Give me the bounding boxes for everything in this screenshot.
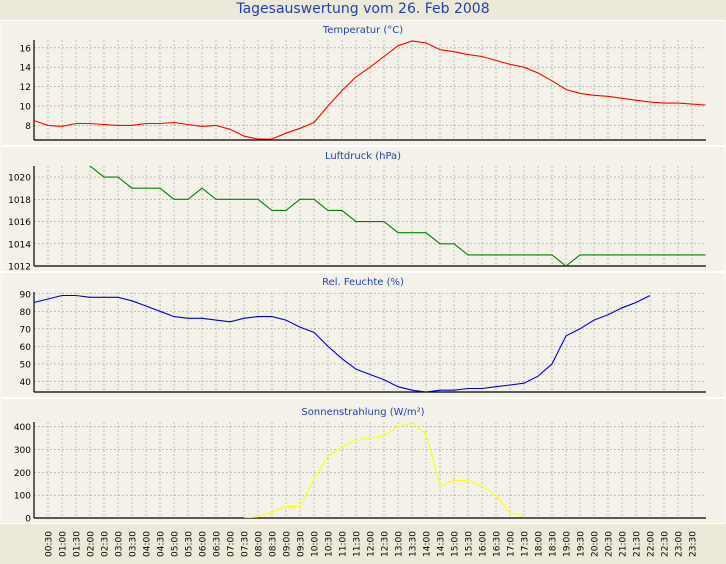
x-tick-label: 15:00 [451,531,461,557]
y-tick-label: 1020 [8,174,31,184]
y-tick-label: 1018 [8,196,31,206]
x-tick-label: 16:00 [479,531,489,557]
chart-title: Sonnenstrahlung (W/m²) [301,407,424,418]
x-tick-label: 05:30 [185,531,195,557]
x-tick-label: 19:00 [563,531,573,557]
x-tick-labels: 00:30 01:00 01:30 02:00 02:30 03:00 03:30 04:00… [45,531,699,557]
x-tick-label: 02:00 [87,531,97,557]
x-tick-label: 14:30 [437,531,447,557]
x-tick-label: 11:30 [353,531,363,557]
y-tick-label: 0 [25,515,31,525]
x-tick-label: 02:30 [101,531,111,557]
x-tick-label: 01:30 [73,531,83,557]
y-tick-label: 80 [20,308,32,318]
x-tick-label: 23:00 [675,531,685,557]
y-tick-label: 100 [14,492,31,502]
chart-title: Temperatur (°C) [322,25,403,36]
series-line [34,40,706,140]
x-tick-label: 08:30 [269,531,279,557]
x-tick-label: 08:00 [255,531,265,557]
x-tick-label: 21:30 [633,531,643,557]
x-tick-label: 01:00 [59,531,69,557]
x-tick-label: 21:00 [619,531,629,557]
x-tick-label: 05:00 [171,531,181,557]
x-tick-label: 06:00 [199,531,209,557]
x-tick-label: 17:30 [521,531,531,557]
main-title: Tagesauswertung vom 26. Feb 2008 [236,1,490,17]
series-line [243,422,525,518]
y-tick-label: 40 [20,378,32,388]
y-tick-label: 10 [20,103,32,113]
x-tick-label: 14:00 [423,531,433,557]
y-tick-label: 14 [20,64,32,74]
y-tick-label: 1014 [8,240,31,250]
x-tick-label: 16:30 [493,531,503,557]
x-tick-label: 07:00 [227,531,237,557]
x-tick-label: 11:00 [339,531,349,557]
x-tick-label: 20:00 [591,531,601,557]
x-tick-label: 10:30 [325,531,335,557]
x-tick-label: 12:30 [381,531,391,557]
x-tick-label: 22:30 [661,531,671,557]
x-tick-label: 13:30 [409,531,419,557]
x-tick-label: 03:00 [115,531,125,557]
x-tick-label: 06:30 [213,531,223,557]
y-tick-label: 1012 [8,263,31,273]
y-tick-label: 200 [14,469,31,479]
x-tick-label: 15:30 [465,531,475,557]
x-tick-label: 22:00 [647,531,657,557]
x-tick-label: 00:30 [45,531,55,557]
x-tick-label: 09:30 [297,531,307,557]
x-tick-label: 12:00 [367,531,377,557]
series-line [34,294,651,392]
x-tick-label: 13:00 [395,531,405,557]
x-tick-label: 04:30 [157,531,167,557]
x-tick-label: 03:30 [129,531,139,557]
x-tick-label: 04:00 [143,531,153,557]
vertical-grid [47,422,693,518]
x-tick-label: 20:30 [605,531,615,557]
x-tick-label: 18:00 [535,531,545,557]
x-tick-label: 10:00 [311,531,321,557]
y-tick-label: 300 [14,446,31,456]
x-tick-label: 19:30 [577,531,587,557]
series-line [89,166,706,266]
chart-panel-1: Temperatur (°C) 8 10 12 14 16 [0,20,726,146]
y-tick-label: 50 [20,360,32,370]
y-tick-label: 1016 [8,218,31,228]
y-tick-label: 8 [25,122,31,132]
y-tick-label: 400 [14,423,31,433]
x-tick-label: 23:30 [689,531,699,557]
vertical-grid [47,166,693,266]
x-tick-label: 07:30 [241,531,251,557]
y-tick-label: 16 [20,44,32,54]
y-tick-label: 12 [20,83,31,93]
chart-title: Rel. Feuchte (%) [322,277,404,288]
chart-panel-3: Rel. Feuchte (%) 40 50 60 70 80 90 [0,272,726,398]
chart-panel-4: Sonnenstrahlung (W/m²) 0 100 200 300 400 [0,398,726,525]
chart-title: Luftdruck (hPa) [325,151,401,162]
x-tick-label: 09:00 [283,531,293,557]
vertical-grid [47,40,693,140]
y-tick-label: 60 [20,343,32,353]
y-tick-label: 90 [20,290,32,300]
chart-panel-2: Luftdruck (hPa) 1012 1014 1016 1018 1020 [0,146,726,273]
vertical-grid [47,292,693,392]
y-tick-label: 70 [20,325,32,335]
x-tick-label: 18:30 [549,531,559,557]
x-tick-label: 17:00 [507,531,517,557]
